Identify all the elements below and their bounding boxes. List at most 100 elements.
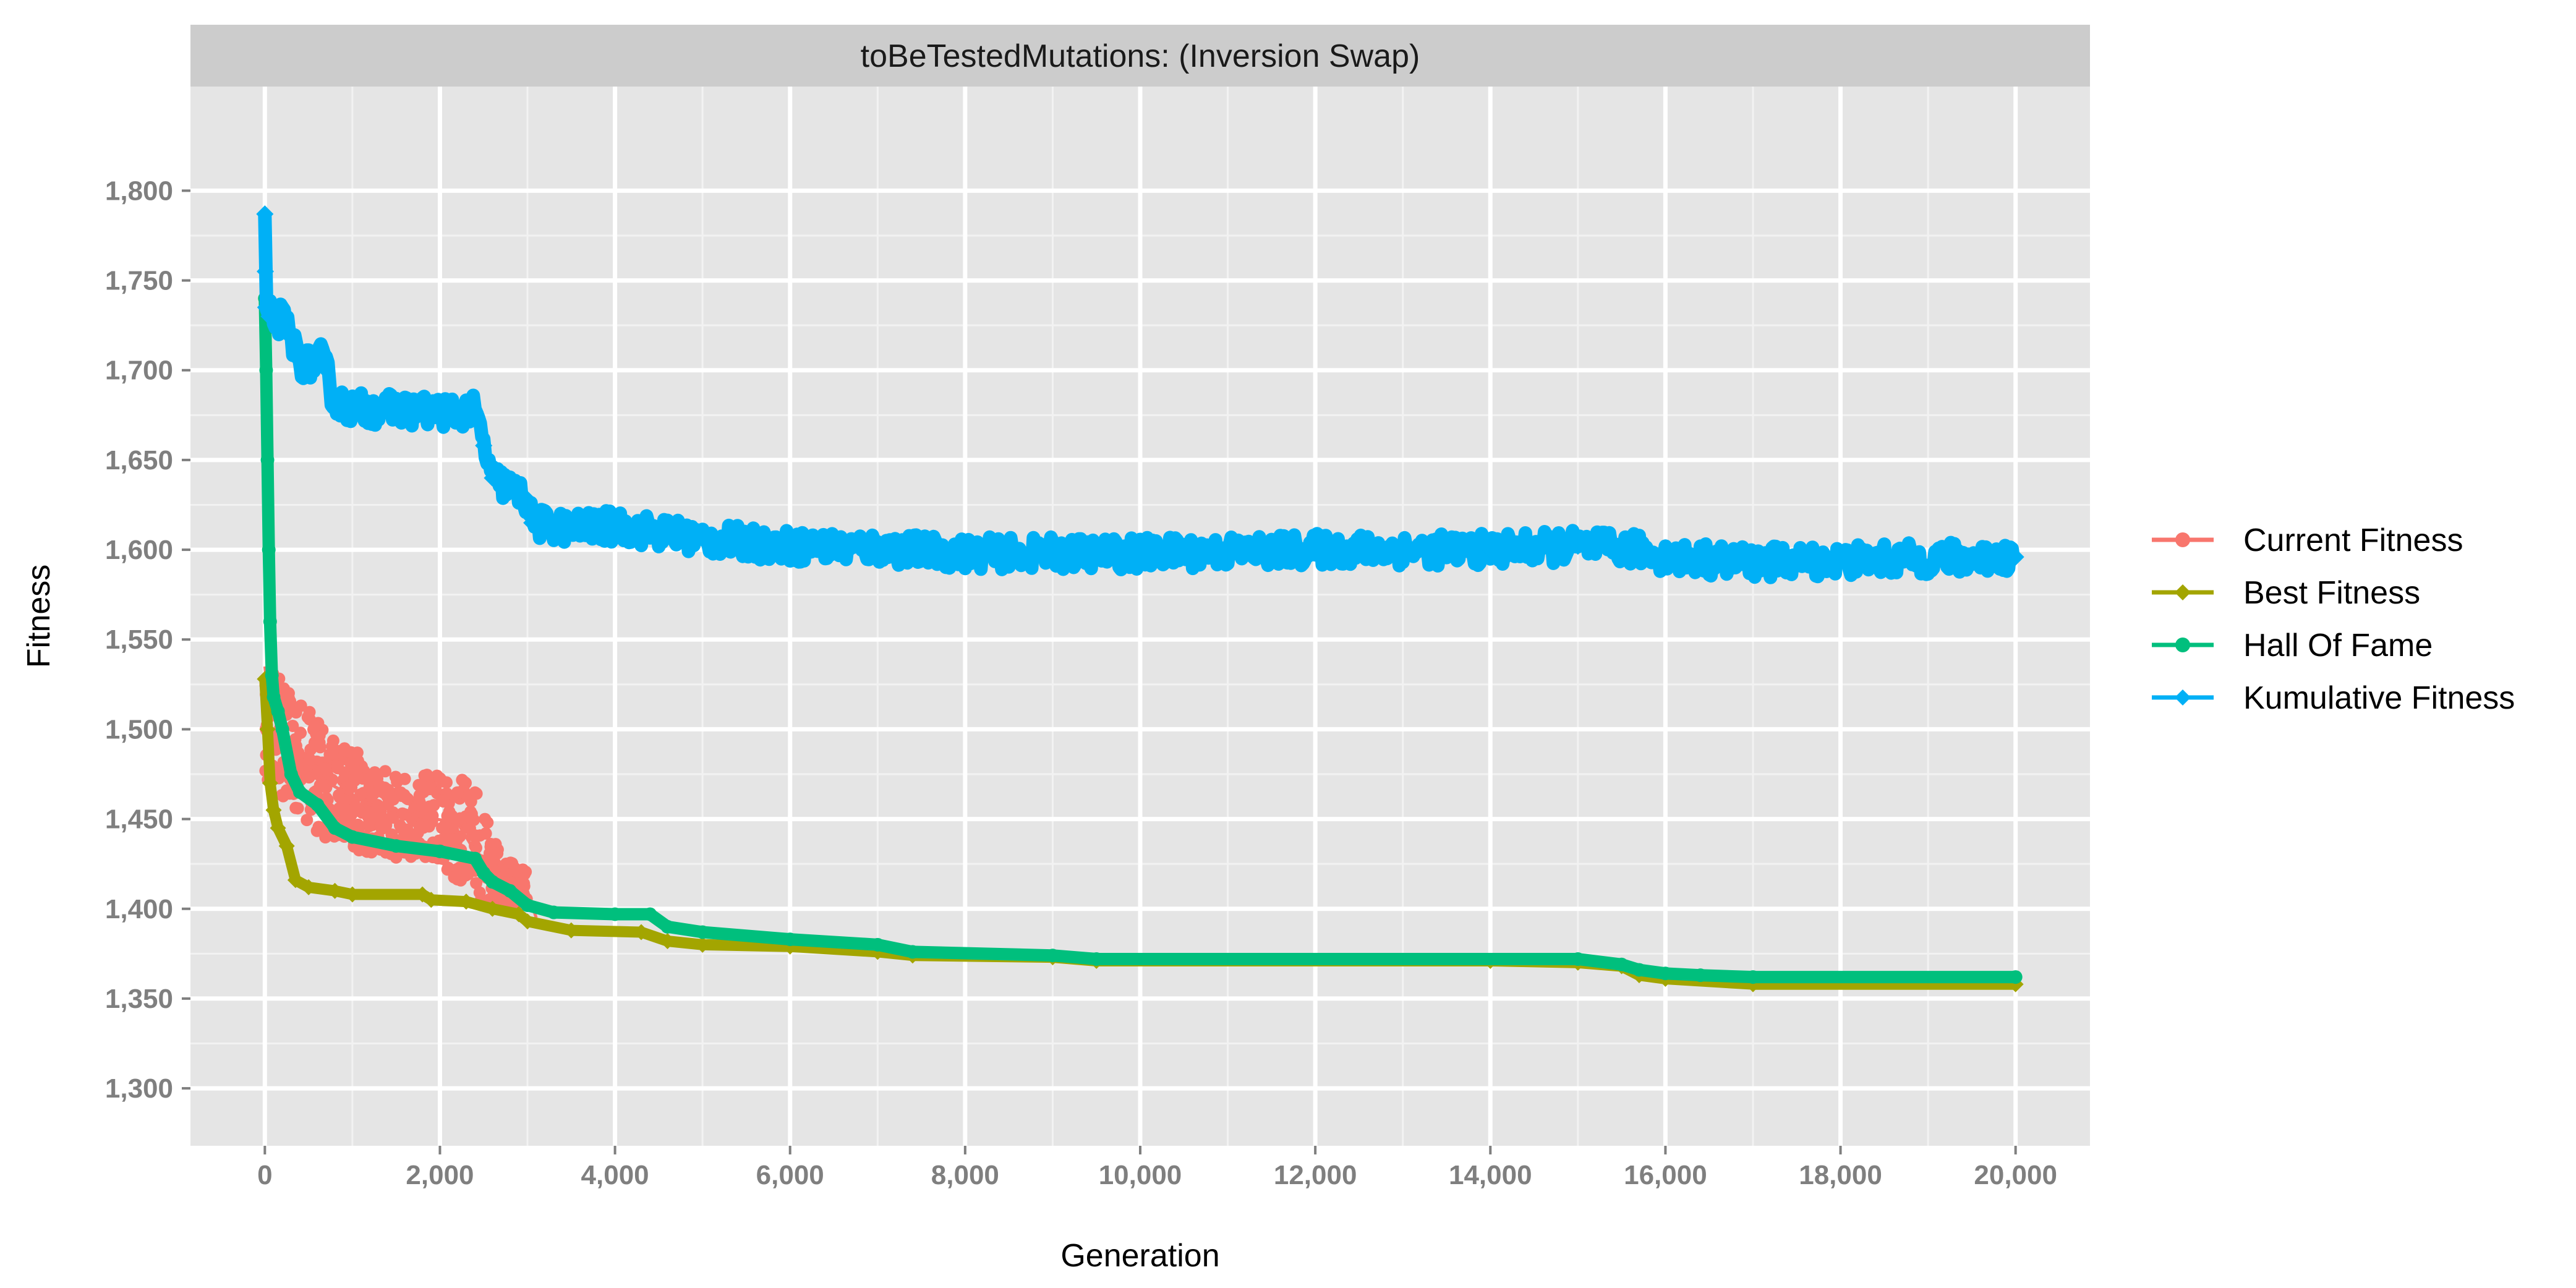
current-fitness-point [303,753,316,766]
hall-of-fame-point [643,907,657,921]
kumulative-fitness-point [475,437,493,454]
legend-item: Hall Of Fame [2152,628,2433,663]
kumulative-fitness-point [1832,552,1849,569]
current-fitness-point [380,819,393,832]
best-fitness-point [259,721,276,738]
y-tick-label: 1,800 [105,176,173,206]
kumulative-fitness-point [484,469,501,487]
hall-of-fame-point [1746,970,1760,984]
current-fitness-point [411,826,424,839]
current-fitness-point [303,706,316,719]
series-hall-of-fame [258,291,2023,984]
hall-of-fame-point [260,453,275,467]
legend-label: Kumulative Fitness [2243,680,2515,716]
current-fitness-point [446,833,459,846]
hall-of-fame-point [1571,952,1585,966]
kumulative-fitness-point [694,530,712,548]
hall-of-fame-point [345,830,359,844]
kumulative-fitness-point [1132,544,1149,562]
hall-of-fame-point [310,798,325,812]
hall-of-fame-point [433,844,447,858]
x-tick-label: 20,000 [1974,1160,2057,1190]
hall-of-fame-point [503,884,517,898]
legend-key-diamond [2175,689,2191,706]
y-tick-label: 1,650 [105,445,173,476]
x-tick-label: 2,000 [406,1160,474,1190]
hall-of-fame-point [271,704,285,719]
current-fitness-point [313,741,326,754]
y-tick-label: 1,700 [105,356,173,386]
hall-of-fame-point [265,668,279,683]
legend-key-circle [2175,532,2190,547]
best-fitness-point [423,892,440,908]
y-axis: 1,300 1,350 1,400 1,450 1,500 1,550 1,600 1,650… [105,176,190,1104]
current-fitness-point [464,811,477,824]
kumulative-fitness-point [956,544,974,562]
legend-item: Current Fitness [2152,522,2463,558]
best-fitness-point [484,900,501,917]
facet-strip-background [190,25,2090,87]
current-fitness-point [401,823,414,836]
series-kumulative-fitness [256,205,2024,584]
best-fitness-point [633,924,650,940]
kumulative-fitness-point [2007,548,2024,566]
facet-strip: toBeTestedMutations: (Inversion Swap) [190,25,2090,87]
current-fitness-point [506,857,519,870]
kumulative-fitness-point [300,356,318,374]
current-fitness-point [294,699,307,712]
hall-of-fame-point [1046,949,1060,963]
current-fitness-point [301,814,313,827]
x-tick-label: 18,000 [1799,1160,1882,1190]
hall-of-fame-point [267,690,281,704]
kumulative-fitness-point [326,393,344,411]
y-tick-label: 1,300 [105,1073,173,1104]
kumulative-fitness-point [1482,541,1499,559]
legend-item: Best Fitness [2152,575,2420,611]
current-fitness-point [367,787,380,800]
hall-of-fame-point [1614,957,1629,971]
kumulative-fitness-point [519,490,537,508]
current-fitness-point [294,727,307,740]
hall-of-fame-point [1658,966,1673,981]
current-fitness-point [443,805,456,818]
kumulative-fitness-point [257,263,275,281]
current-fitness-point [276,790,289,803]
kumulative-fitness-point [387,401,405,419]
current-fitness-point [436,822,449,835]
current-fitness-point [420,769,433,782]
legend-item: Kumulative Fitness [2152,680,2515,716]
current-fitness-point [318,826,331,839]
y-tick-label: 1,550 [105,625,173,655]
best-fitness-point [344,886,360,903]
best-fitness-point [458,893,474,910]
grid-lines [190,87,2090,1146]
x-tick-label: 16,000 [1624,1160,1707,1190]
hall-of-fame-point [389,839,403,853]
current-fitness-point [345,781,358,794]
x-tick-label: 4,000 [581,1160,649,1190]
hall-of-fame-point [485,875,500,889]
best-fitness-point [270,820,286,837]
current-fitness-point [282,687,295,700]
hall-of-fame-point [292,785,307,800]
current-fitness-point [359,844,372,857]
current-fitness-point [318,762,331,775]
current-fitness-point [423,783,436,796]
x-tick-label: 14,000 [1449,1160,1532,1190]
current-fitness-point [351,746,364,759]
kumulative-fitness-point [869,539,887,557]
x-axis: 0 2,000 4,000 6,000 8,000 10,000 12,000 14,000 1… [257,1146,2057,1190]
current-fitness-point [451,786,464,799]
best-fitness-point [519,913,536,930]
kumulative-fitness-point [650,523,668,541]
hall-of-fame-point [547,905,561,919]
hall-of-fame-point [477,866,491,880]
current-fitness-point [479,812,492,825]
kumulative-fitness-point [282,329,300,347]
best-fitness-point [563,922,579,939]
x-tick-label: 10,000 [1099,1160,1182,1190]
kumulative-fitness-line [258,213,2021,584]
current-fitness-point [473,886,486,899]
current-fitness-point [332,788,345,801]
